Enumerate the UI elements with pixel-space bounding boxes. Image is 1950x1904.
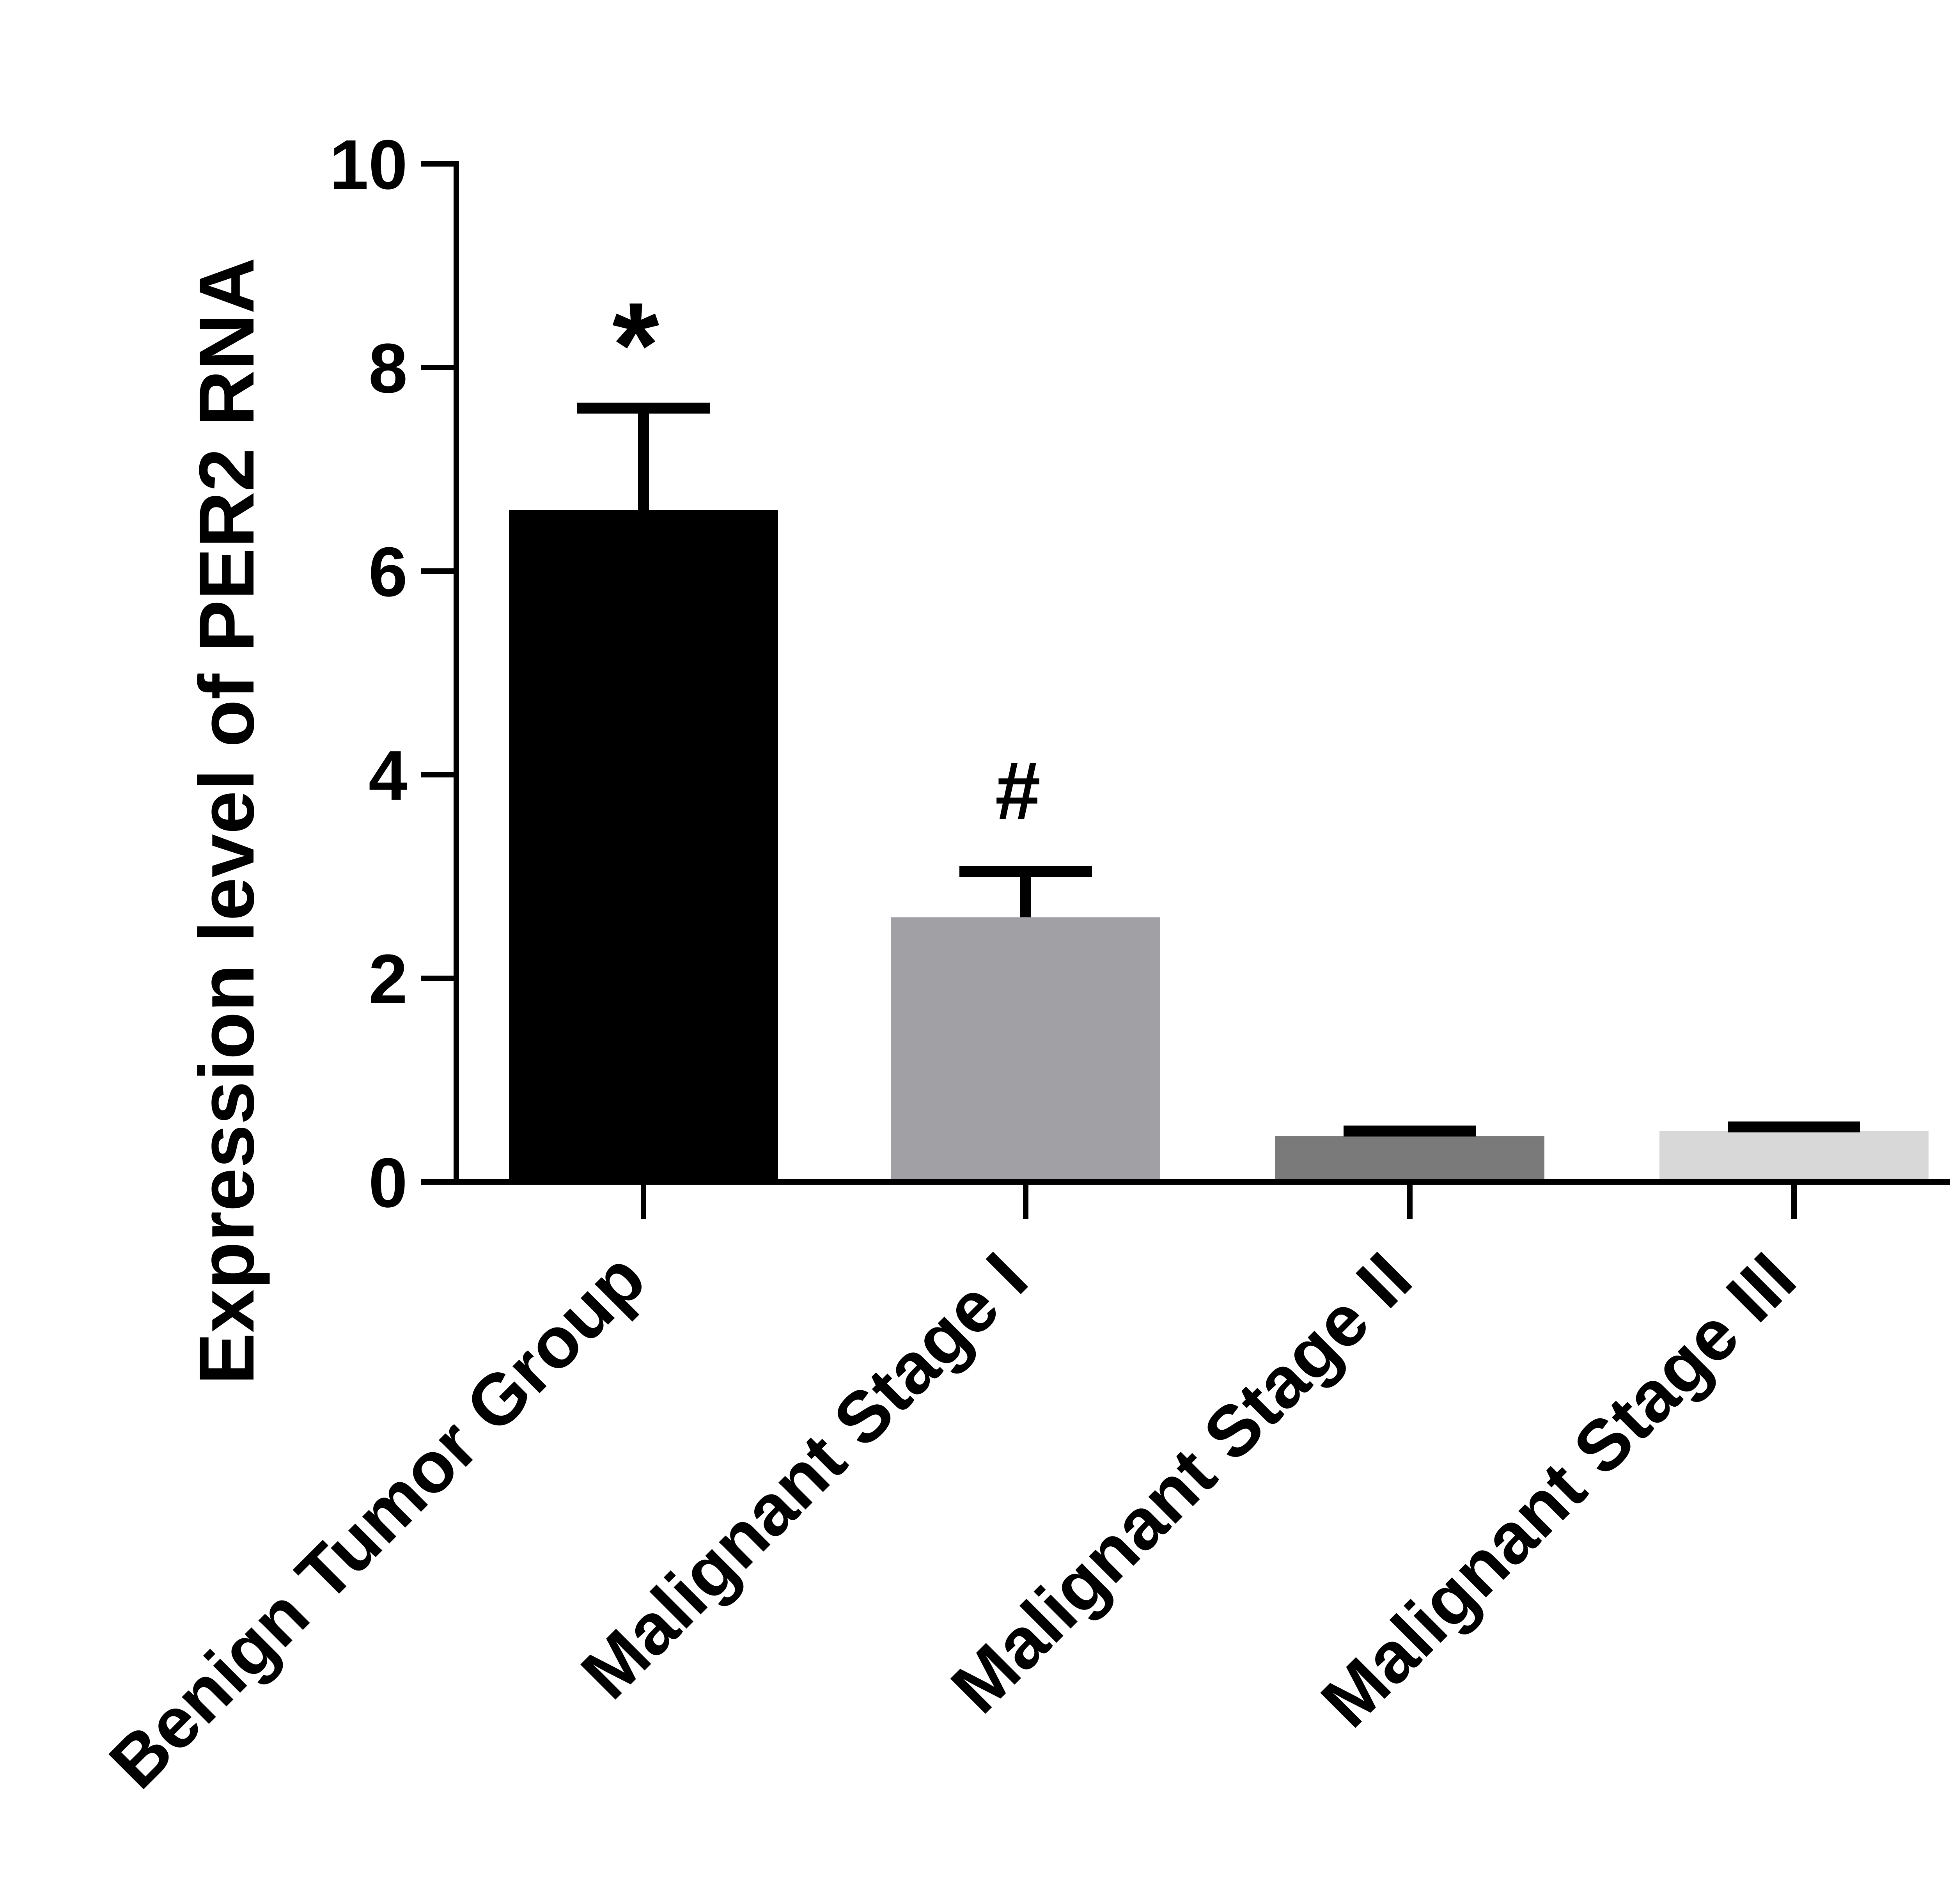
- y-axis-title: Expression level of PER2 RNA: [183, 257, 270, 1385]
- y-tick-label: 8: [369, 329, 408, 408]
- bar: [891, 917, 1160, 1182]
- annotations-group: *#: [612, 277, 1041, 836]
- bar: [1659, 1131, 1929, 1182]
- y-ticks-group: 0 2 4 6 8 10: [330, 126, 456, 1222]
- bar: [1275, 1136, 1544, 1182]
- y-tick-label: 2: [369, 940, 408, 1019]
- significance-marker: #: [995, 745, 1041, 836]
- y-tick-label: 4: [369, 736, 408, 815]
- x-category-label: Benign Tumor Group: [94, 1238, 660, 1804]
- significance-marker: *: [612, 277, 659, 412]
- y-tick-label: 10: [330, 126, 408, 204]
- y-tick-label: 0: [369, 1144, 408, 1222]
- error-bars-group: [577, 403, 1860, 1137]
- y-tick-label: 6: [369, 533, 408, 611]
- bars-group: [509, 510, 1929, 1182]
- bar: [509, 510, 778, 1182]
